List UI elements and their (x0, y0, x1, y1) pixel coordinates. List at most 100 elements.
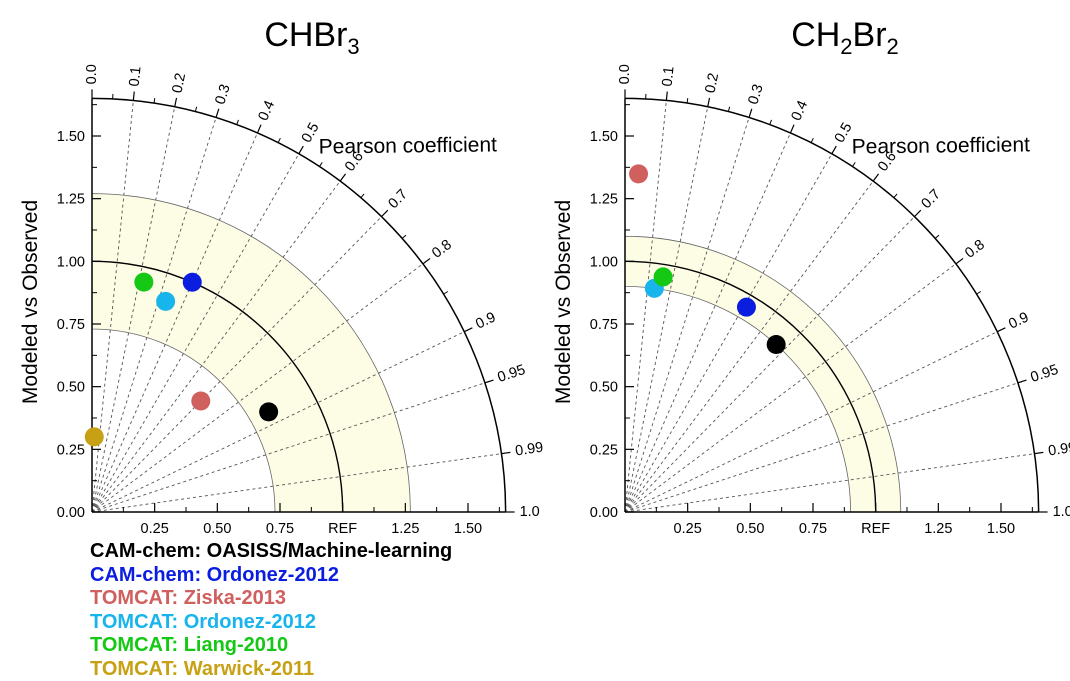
corr-tick-label: 0.8 (962, 237, 988, 262)
corr-tick (501, 452, 510, 453)
y-axis-label: Modeled vs Observed (19, 200, 42, 404)
corr-minor-tick (770, 120, 772, 125)
corr-tick (175, 98, 177, 107)
x-tick-label: 0.25 (674, 521, 702, 537)
corr-minor-tick (237, 120, 239, 125)
corr-tick-label: 0.4 (256, 98, 279, 123)
legend: CAM-chem: OASISS/Machine-learning CAM-ch… (90, 540, 452, 681)
taylor-figure: 0.00 0.25 0.50 0.75 1.00 1.25 1.50 0.25 0.50 0.75… (0, 0, 1070, 540)
corr-minor-tick (278, 138, 280, 142)
corr-tick (666, 92, 667, 101)
corr-minor-tick (319, 162, 322, 166)
corr-tick (423, 258, 430, 263)
title-subscript: 2 (840, 34, 852, 59)
corr-minor-tick (361, 194, 364, 198)
title-subscript: 3 (347, 34, 359, 59)
corr-minor-tick (195, 107, 196, 112)
corr-tick-label: 0.99 (514, 440, 544, 460)
data-point (737, 298, 756, 317)
corr-tick (790, 125, 794, 133)
corr-tick-label: 1.0 (1053, 504, 1070, 520)
title-text: CH (791, 16, 840, 54)
y-tick-label: 0.25 (57, 442, 85, 458)
y-axis-label: Modeled vs Observed (552, 200, 575, 404)
corr-tick (340, 174, 345, 181)
corr-tick (1034, 452, 1043, 453)
x-tick-label: 0.50 (736, 521, 764, 537)
corr-minor-tick (402, 235, 406, 238)
x-tick-label: 0.25 (141, 521, 169, 537)
data-point (191, 392, 210, 411)
corr-tick-label: 0.99 (1047, 440, 1070, 460)
corr-tick (133, 92, 134, 101)
y-tick-label: 0.50 (57, 380, 85, 396)
y-tick-label: 0.25 (590, 442, 618, 458)
y-tick-label: 0.75 (57, 317, 85, 333)
x-tick-label: 0.50 (203, 521, 231, 537)
y-tick-label: 0.75 (590, 317, 618, 333)
legend-item-warwick: TOMCAT: Warwick-2011 (90, 658, 452, 681)
x-tick-label: 0.75 (799, 521, 827, 537)
corr-tick-label: 0.9 (473, 309, 498, 332)
skill-band (92, 194, 410, 512)
outer-arc (625, 98, 1039, 512)
corr-tick (382, 210, 388, 216)
y-tick-label: 1.50 (590, 129, 618, 145)
y-tick-label: 0.00 (590, 505, 618, 521)
panel-title: CH2Br2 (791, 16, 899, 59)
corr-tick-label: 1.0 (520, 504, 540, 520)
corr-minor-tick (977, 291, 981, 294)
x-tick-label: 1.25 (924, 521, 952, 537)
legend-item-ziska: TOMCAT: Ziska-2013 (90, 587, 452, 611)
corr-tick (708, 98, 710, 107)
title-text: CHBr (264, 16, 347, 54)
data-point (654, 267, 673, 286)
corr-tick (464, 328, 472, 332)
y-tick-label: 1.25 (57, 192, 85, 208)
corr-ray (625, 100, 666, 512)
x-tick-label: REF (861, 521, 890, 537)
corr-tick-label: 0.3 (745, 82, 766, 106)
title-subscript: 2 (887, 34, 899, 59)
legend-item-liang: TOMCAT: Liang-2010 (90, 634, 452, 658)
taylor-panel-2: 0.00 0.25 0.50 0.75 1.00 1.25 1.50 0.25 0.50 0.75… (552, 16, 1070, 537)
corr-ray (625, 454, 1034, 512)
x-tick-label: 1.50 (987, 521, 1015, 537)
arc-label: Pearson coefficient (852, 133, 1031, 158)
corr-tick (299, 146, 304, 154)
panel-title: CHBr3 (264, 16, 359, 59)
corr-tick-label: 0.8 (429, 237, 455, 262)
x-tick-label: 1.25 (391, 521, 419, 537)
data-point (134, 273, 153, 292)
corr-minor-tick (444, 291, 448, 294)
corr-tick-label: 0.0 (84, 64, 100, 84)
corr-minor-tick (852, 162, 855, 166)
corr-tick (873, 174, 878, 181)
corr-tick-label: 0.95 (1029, 362, 1061, 386)
corr-tick-label: 0.95 (496, 362, 528, 386)
arc-label: Pearson coefficient (319, 133, 498, 158)
corr-minor-tick (894, 194, 897, 198)
legend-item-camchem-ordonez: CAM-chem: Ordonez-2012 (90, 564, 452, 588)
corr-tick-label: 0.7 (385, 187, 411, 213)
y-tick-label: 0.50 (590, 380, 618, 396)
x-tick-label: REF (328, 521, 357, 537)
data-point (259, 402, 278, 421)
legend-item-tomcat-ordonez: TOMCAT: Ordonez-2012 (90, 611, 452, 635)
corr-tick-label: 0.1 (127, 66, 145, 88)
corr-minor-tick (811, 138, 813, 142)
corr-tick (997, 328, 1005, 332)
y-tick-label: 1.00 (590, 254, 618, 270)
corr-tick (749, 109, 752, 118)
corr-minor-tick (728, 107, 729, 112)
corr-tick-label: 0.9 (1006, 309, 1031, 332)
corr-tick (956, 258, 963, 263)
corr-ray (625, 383, 1018, 512)
data-point (767, 335, 786, 354)
corr-minor-tick (935, 235, 939, 238)
y-tick-label: 1.50 (57, 129, 85, 145)
y-tick-label: 1.25 (590, 192, 618, 208)
corr-tick-label: 0.7 (918, 187, 944, 213)
data-point (156, 292, 175, 311)
